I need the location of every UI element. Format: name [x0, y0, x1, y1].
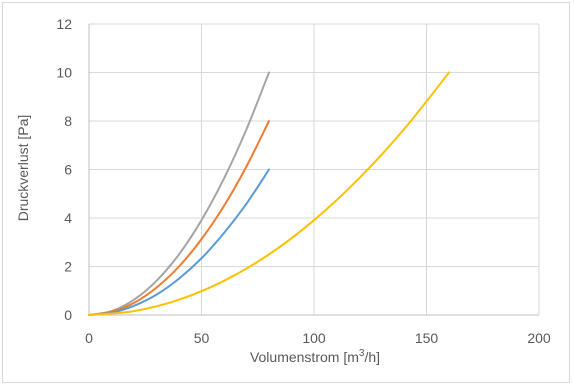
x-tick-labels: 0 50 100 150 200 — [85, 330, 551, 346]
x-axis-title: Volumenstrom [m3/h] — [250, 348, 380, 365]
series-line-4 — [88, 71, 450, 316]
gridlines — [89, 23, 540, 315]
x-axis-title-end: /h] — [364, 349, 380, 365]
x-tick-label: 100 — [302, 330, 326, 346]
y-tick-label: 4 — [64, 210, 72, 226]
y-tick-label: 0 — [64, 307, 72, 323]
y-tick-label: 10 — [56, 65, 72, 81]
series-line-3 — [88, 168, 270, 316]
chart-frame — [2, 2, 570, 383]
y-tick-label: 2 — [64, 259, 72, 275]
y-axis-title: Druckverlust [Pa] — [15, 115, 31, 222]
x-tick-label: 0 — [85, 330, 93, 346]
x-tick-label: 200 — [527, 330, 551, 346]
y-tick-labels: 0 2 4 6 8 10 12 — [56, 16, 72, 323]
x-tick-label: 150 — [415, 330, 439, 346]
y-tick-label: 6 — [64, 162, 72, 178]
y-tick-label: 12 — [56, 16, 72, 32]
y-tick-label: 8 — [64, 113, 72, 129]
series-line-2 — [88, 120, 270, 316]
x-tick-label: 50 — [194, 330, 210, 346]
axes — [88, 24, 539, 316]
x-axis-title-sup: 3 — [359, 348, 365, 359]
series-line-1 — [88, 71, 270, 316]
series-layer — [88, 71, 450, 316]
x-axis-title-main: Volumenstrom [m — [250, 349, 359, 365]
